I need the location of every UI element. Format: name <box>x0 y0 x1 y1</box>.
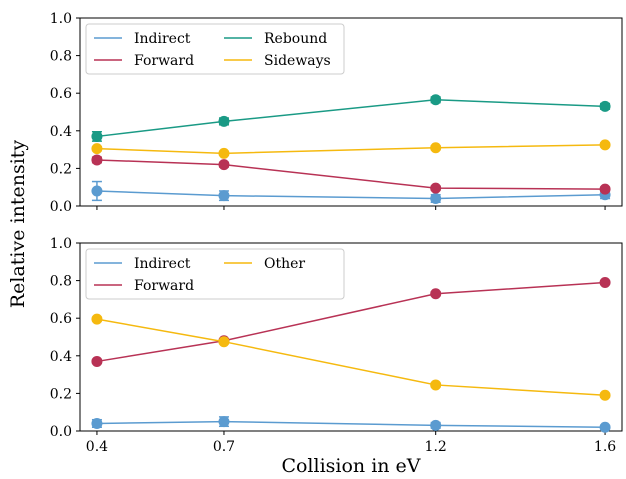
y-tick-label: 1.0 <box>50 11 72 27</box>
data-point-indirect <box>91 417 103 429</box>
data-point-other <box>599 389 611 401</box>
legend-label-forward: Forward <box>134 53 194 69</box>
data-point-forward <box>430 182 442 194</box>
data-point-forward <box>430 288 442 300</box>
legend-label-sideways: Sideways <box>264 53 331 69</box>
x-tick-label: 0.7 <box>213 439 235 455</box>
x-tick-label: 1.2 <box>425 439 447 455</box>
data-point-sideways <box>599 139 611 151</box>
data-point-indirect <box>599 421 611 433</box>
y-tick-label: 0.6 <box>50 86 72 102</box>
y-tick-label: 0.6 <box>50 311 72 327</box>
series-line-sideways <box>96 144 606 155</box>
y-tick-label: 0.2 <box>50 386 72 402</box>
legend-label-indirect: Indirect <box>134 31 191 47</box>
series-line-other <box>96 318 606 397</box>
series-line-indirect <box>96 420 606 428</box>
series-line-rebound <box>96 99 606 138</box>
data-point-rebound <box>218 115 230 127</box>
y-tick-label: 0.0 <box>50 424 72 440</box>
y-tick-label: 0.8 <box>50 49 72 65</box>
series-line-forward <box>96 159 606 190</box>
legend-label-indirect: Indirect <box>134 256 191 272</box>
y-tick-label: 0.4 <box>50 124 72 140</box>
data-point-indirect <box>218 416 230 428</box>
data-point-indirect <box>218 190 230 202</box>
legend-label-other: Other <box>264 256 305 272</box>
y-tick-label: 0.8 <box>50 274 72 290</box>
data-point-sideways <box>91 143 103 155</box>
x-axis-label: Collision in eV <box>281 455 420 477</box>
legend-box <box>85 23 345 75</box>
data-point-indirect <box>430 419 442 431</box>
y-tick-label: 1.0 <box>50 236 72 252</box>
series-line-forward <box>96 281 606 363</box>
data-point-sideways <box>430 142 442 154</box>
series-line-indirect <box>96 190 606 200</box>
data-point-forward <box>91 154 103 166</box>
y-tick-label: 0.4 <box>50 349 72 365</box>
plot-frame <box>79 242 623 432</box>
data-point-other <box>91 313 103 325</box>
legend-label-forward: Forward <box>134 278 194 294</box>
legend-box <box>85 248 345 300</box>
legend-label-rebound: Rebound <box>264 31 327 47</box>
data-point-rebound <box>91 130 103 142</box>
panel-2: 0.0 0.2 0.4 0.6 0.8 1.0 0.4 0.7 1.2 1.6 Indirect Fo… <box>50 236 623 455</box>
y-axis-label: Relative intensity <box>7 140 29 309</box>
data-point-other <box>430 379 442 391</box>
data-point-indirect <box>91 185 103 197</box>
data-point-rebound <box>599 100 611 112</box>
y-tick-label: 0.2 <box>50 161 72 177</box>
data-point-forward <box>218 159 230 171</box>
x-tick-label: 0.4 <box>86 439 108 455</box>
plot-frame <box>79 17 623 207</box>
data-point-sideways <box>218 147 230 159</box>
data-point-rebound <box>430 94 442 106</box>
data-point-forward <box>599 183 611 195</box>
panel-1: 0.0 0.2 0.4 0.6 0.8 1.0 Indirect Forward Rebound… <box>50 11 623 215</box>
data-point-indirect <box>430 192 442 204</box>
data-point-forward <box>599 276 611 288</box>
y-tick-label: 0.0 <box>50 199 72 215</box>
x-tick-label: 1.6 <box>594 439 616 455</box>
data-point-forward <box>91 355 103 367</box>
data-point-other <box>218 336 230 348</box>
